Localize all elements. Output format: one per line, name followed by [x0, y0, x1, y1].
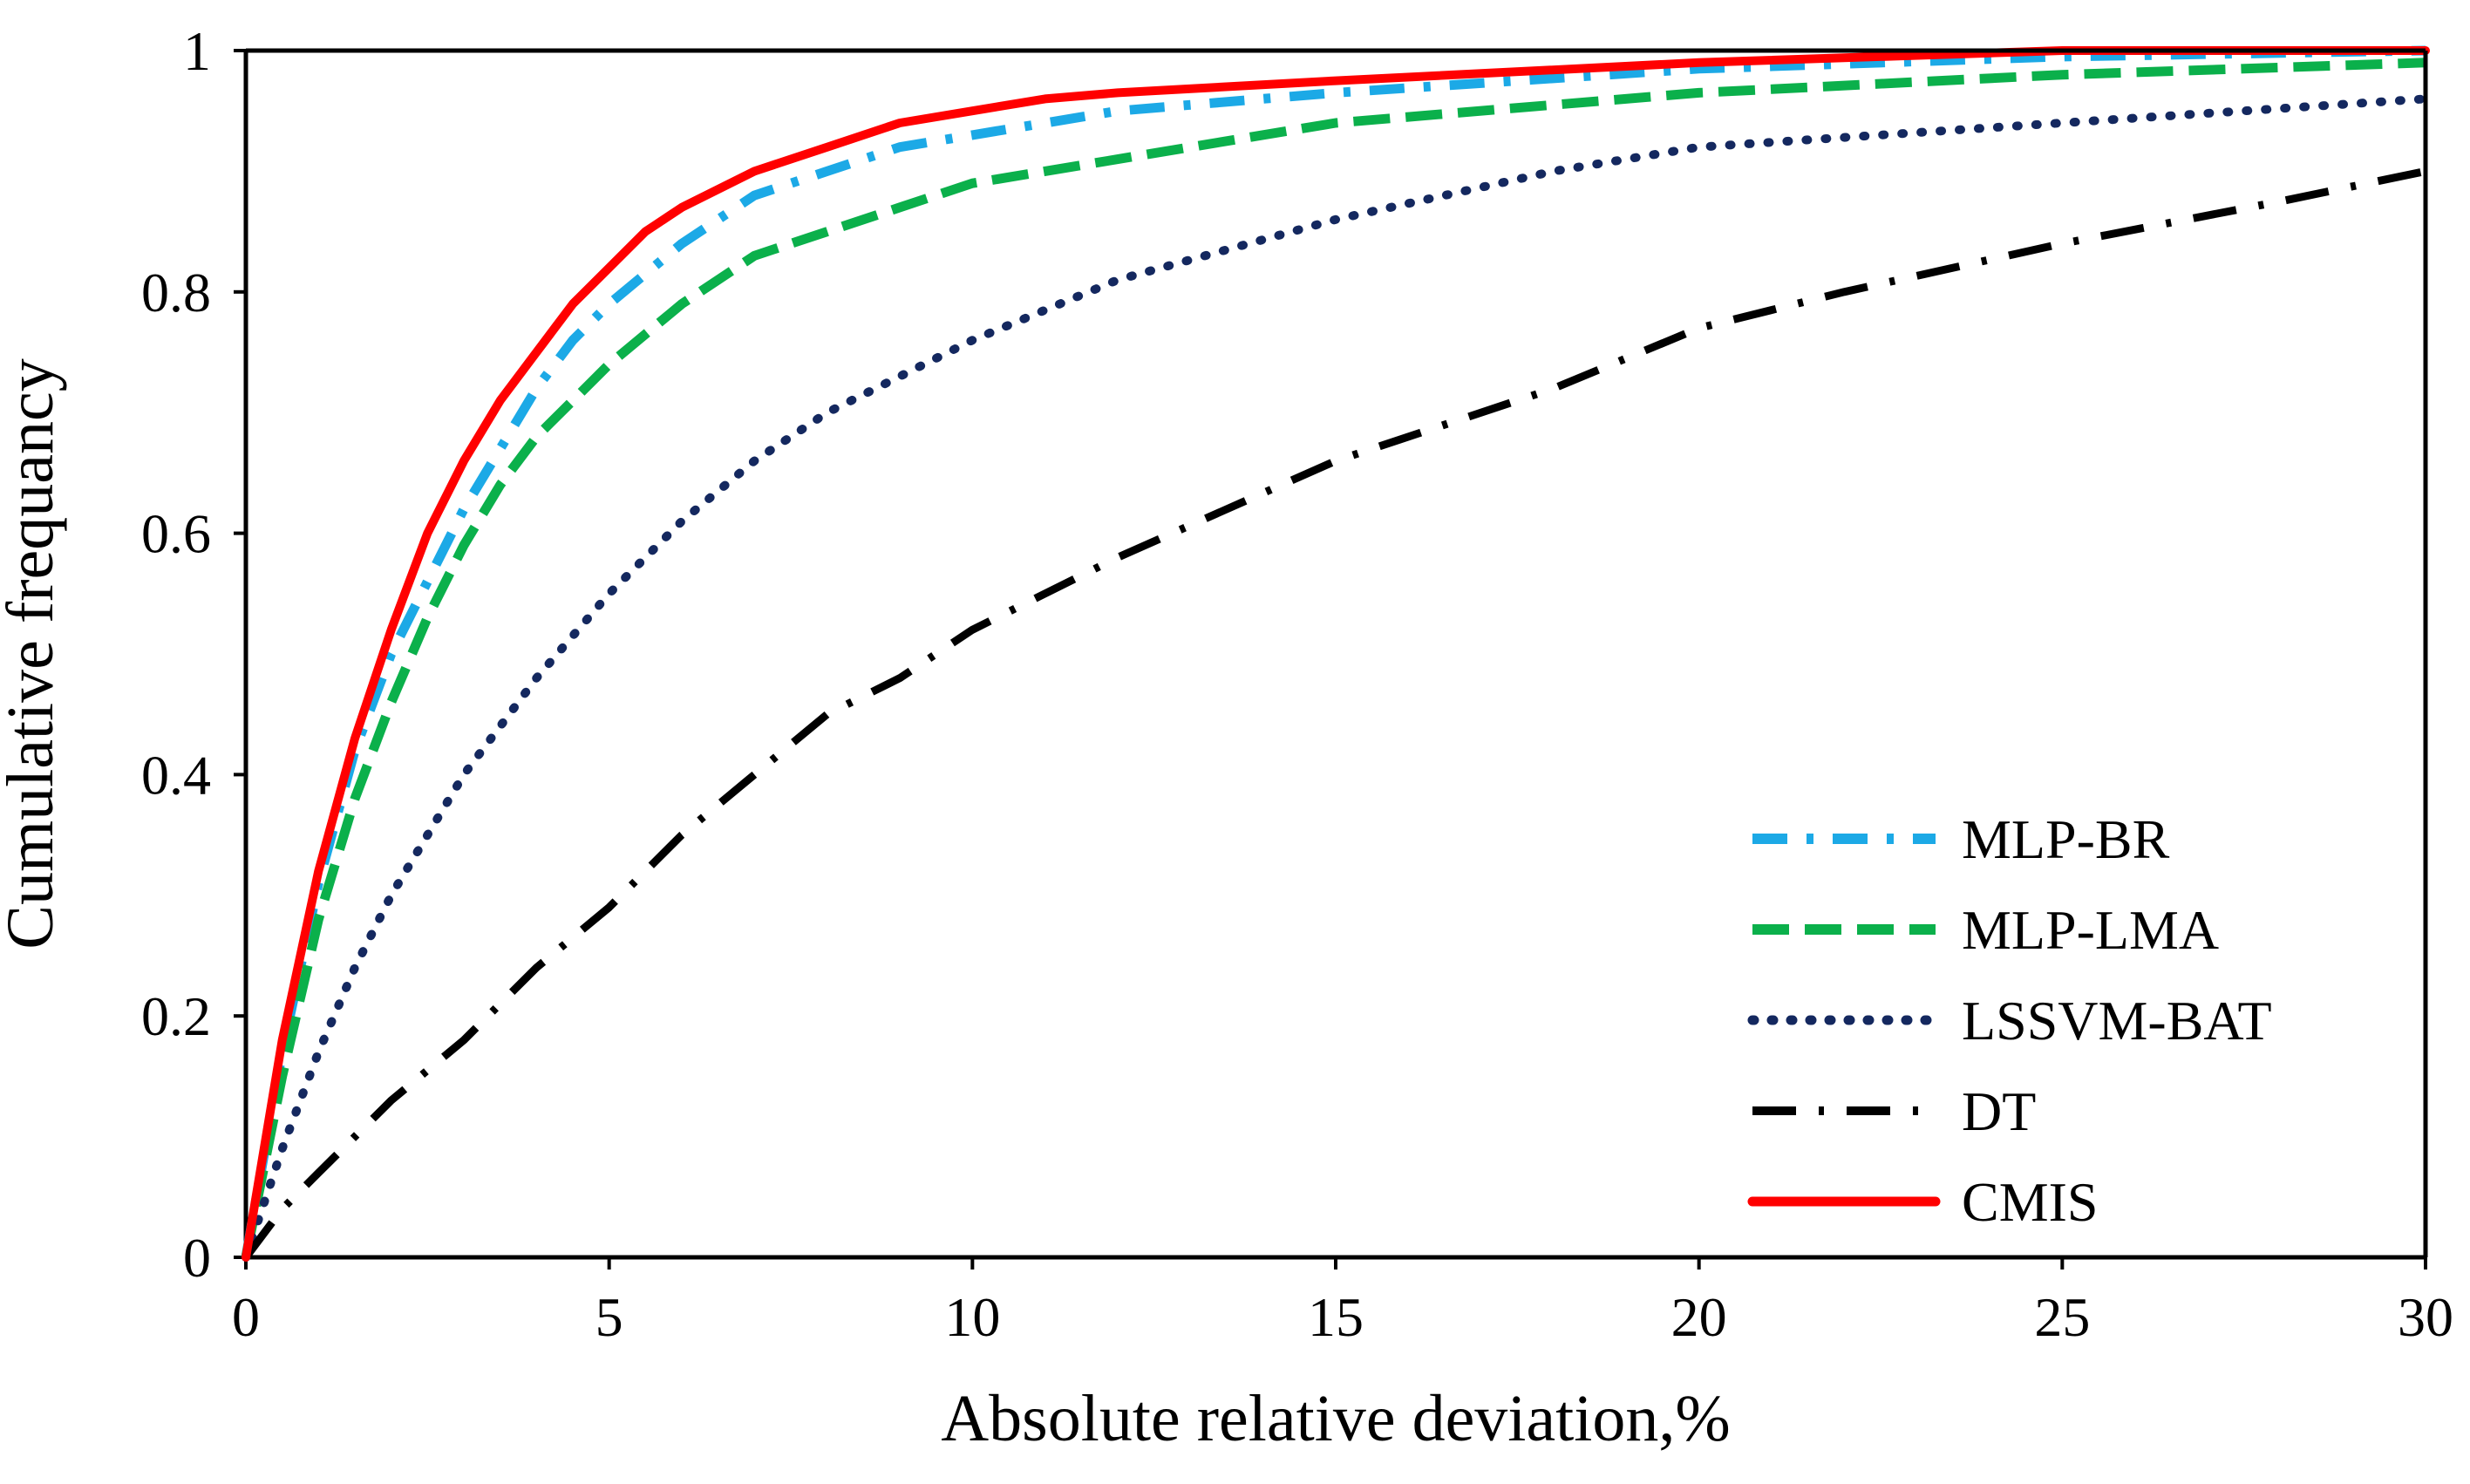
y-tick-label: 0: [183, 1227, 211, 1289]
legend: MLP-BR MLP-LMA LSSVM-BAT DT CMIS: [1747, 808, 2272, 1233]
legend-label-mlp-lma: MLP-LMA: [1962, 899, 2219, 961]
series-layer: [241, 45, 2430, 1262]
axis-layer: [243, 51, 2426, 1260]
x-tick-label: 5: [595, 1286, 623, 1348]
legend-label-mlp-br: MLP-BR: [1962, 808, 2170, 870]
x-tick-label: 30: [2398, 1286, 2453, 1348]
x-tick-label: 10: [944, 1286, 1000, 1348]
frame-layer: [246, 48, 2428, 1257]
legend-label-cmis: CMIS: [1962, 1171, 2099, 1233]
series-line-cmis: [242, 46, 2430, 1262]
y-tick-label: 0.2: [141, 985, 211, 1047]
series-line-lssvm-bat: [242, 94, 2430, 1262]
y-axis-title: Cumulative frequancy: [0, 358, 67, 949]
legend-label-dt: DT: [1962, 1080, 2036, 1142]
x-tick-label: 25: [2034, 1286, 2090, 1348]
y-tick-label: 0.6: [141, 503, 211, 565]
series-line-mlp-br: [241, 45, 2426, 1258]
x-tick-label: 15: [1308, 1286, 1364, 1348]
x-tick-label: 20: [1671, 1286, 1727, 1348]
y-tick-label: 0.8: [141, 262, 211, 323]
x-axis-title: Absolute relative deviation,%: [941, 1382, 1730, 1455]
tick-layer: 0 5 10 15 20 25 30 0 0.2 0.4 0.6 0.8 1: [141, 20, 2453, 1348]
series-line-dt: [242, 167, 2426, 1260]
y-tick-label: 0.4: [141, 744, 211, 806]
y-tick-label: 1: [183, 20, 211, 82]
x-tick-label: 0: [232, 1286, 260, 1348]
series-line-mlp-lma: [241, 58, 2426, 1259]
legend-label-lssvm-bat: LSSVM-BAT: [1962, 990, 2272, 1052]
